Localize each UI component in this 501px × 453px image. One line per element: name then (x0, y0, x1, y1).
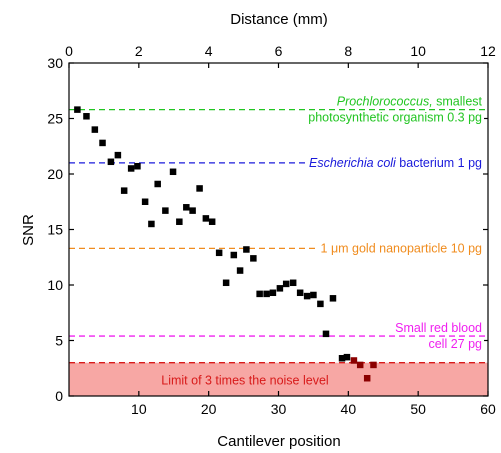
data-point (338, 355, 346, 362)
x-tick-label: 30 (271, 401, 287, 417)
x-tick-label: 40 (341, 401, 357, 417)
y-tick-label: 15 (47, 222, 63, 238)
data-point (289, 279, 297, 287)
data-point (363, 374, 371, 382)
data-point (329, 295, 337, 302)
data-point (83, 113, 90, 120)
y-tick-label: 20 (47, 166, 63, 182)
x-tick-label: 60 (480, 401, 496, 417)
data-point (196, 185, 203, 192)
data-point (141, 198, 149, 205)
y-axis-title: SNR (20, 214, 37, 246)
data-point (282, 280, 290, 288)
label-background (393, 321, 485, 336)
reference-label-3-line2: cell 27 pg (428, 337, 482, 351)
data-point (276, 285, 284, 292)
data-point (343, 353, 351, 361)
x2-tick-label: 10 (410, 43, 426, 59)
x2-tick-label: 2 (135, 43, 143, 59)
reference-label-0-line2: photosynthetic organism 0.3 pg (308, 111, 482, 125)
data-point (317, 300, 324, 308)
y-tick-label: 25 (47, 111, 63, 127)
label-background (306, 110, 485, 125)
data-point (169, 168, 177, 176)
x2-axis-title: Distance (mm) (230, 11, 328, 28)
x-tick-label: 50 (410, 401, 426, 417)
data-point (322, 330, 330, 338)
reference-label-3: Small red blood (395, 321, 482, 335)
data-point (99, 139, 106, 147)
data-point (154, 180, 161, 188)
data-point (148, 220, 155, 228)
reference-label-2: 1 μm gold nanoparticle 10 pg (321, 241, 483, 255)
label-background (305, 155, 486, 170)
data-point (114, 151, 122, 159)
data-point (134, 162, 141, 170)
data-point (215, 249, 223, 257)
noise-label: Limit of 3 times the noise level (161, 373, 328, 387)
data-point (176, 218, 183, 225)
data-point (250, 255, 257, 262)
data-point (370, 361, 377, 369)
label-background (334, 94, 485, 109)
x2-tick-label: 4 (205, 43, 213, 59)
data-point (310, 291, 317, 299)
data-point (74, 106, 81, 113)
data-point (202, 215, 210, 222)
data-point (263, 290, 270, 298)
data-point (91, 126, 99, 133)
reference-label-0: Prochlorococcus, smallest (337, 95, 483, 109)
label-background (317, 241, 486, 256)
y-tick-label: 10 (47, 277, 63, 293)
x-axis-title: Cantilever position (217, 433, 340, 450)
data-point (183, 204, 190, 211)
data-point (189, 207, 196, 214)
data-point (120, 187, 128, 194)
x2-tick-label: 8 (344, 43, 352, 59)
data-point (127, 165, 135, 172)
data-point (356, 361, 364, 369)
noise-band (69, 362, 488, 396)
data-point (208, 218, 216, 225)
data-point (256, 290, 263, 298)
data-point (236, 267, 244, 274)
label-background (426, 337, 485, 352)
x-tick-label: 10 (131, 401, 147, 417)
data-point (303, 292, 311, 300)
data-point (162, 207, 169, 214)
data-point (296, 289, 304, 297)
data-point (222, 279, 230, 287)
y-tick-label: 5 (55, 333, 63, 349)
x2-tick-label: 0 (65, 43, 73, 59)
data-point (350, 357, 358, 364)
data-point (230, 251, 238, 259)
x2-tick-label: 12 (480, 43, 496, 59)
x2-tick-label: 6 (275, 43, 283, 59)
x-tick-label: 20 (201, 401, 217, 417)
data-point (243, 246, 250, 253)
y-tick-label: 0 (55, 388, 63, 404)
reference-label-1: Escherichia coli bacterium 1 pg (309, 156, 482, 170)
data-point (269, 289, 277, 297)
data-point (107, 158, 115, 166)
y-tick-label: 30 (47, 55, 63, 71)
